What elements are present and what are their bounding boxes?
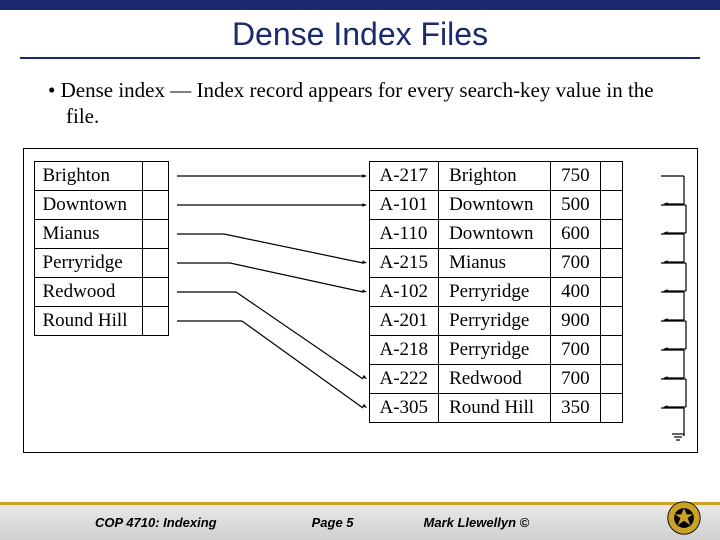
data-cell: A-102: [369, 277, 439, 306]
index-pointer-cell: [142, 219, 168, 248]
data-row: A-110Downtown600: [369, 219, 622, 248]
data-pointer-cell: [600, 393, 622, 422]
index-row: Perryridge: [34, 248, 168, 277]
index-row: Brighton: [34, 161, 168, 190]
data-cell: A-305: [369, 393, 439, 422]
data-cell: A-222: [369, 364, 439, 393]
data-cell: A-110: [369, 219, 439, 248]
data-cell: Mianus: [439, 248, 551, 277]
data-cell: Perryridge: [439, 306, 551, 335]
data-cell: 900: [551, 306, 601, 335]
index-key: Mianus: [34, 219, 142, 248]
data-cell: Perryridge: [439, 277, 551, 306]
data-pointer-cell: [600, 277, 622, 306]
data-cell: 700: [551, 335, 601, 364]
slide-title: Dense Index Files: [20, 16, 700, 59]
index-row: Round Hill: [34, 306, 168, 335]
data-pointer-cell: [600, 306, 622, 335]
index-pointer-cell: [142, 277, 168, 306]
index-row: Redwood: [34, 277, 168, 306]
data-cell: A-201: [369, 306, 439, 335]
data-pointer-cell: [600, 219, 622, 248]
index-pointer-cell: [142, 306, 168, 335]
data-row: A-217Brighton750: [369, 161, 622, 190]
data-cell: A-217: [369, 161, 439, 190]
index-pointer-cell: [142, 161, 168, 190]
index-pointer-cell: [142, 248, 168, 277]
footer-author: Mark Llewellyn ©: [424, 515, 530, 530]
data-row: A-218Perryridge700: [369, 335, 622, 364]
data-cell: A-101: [369, 190, 439, 219]
data-cell: Redwood: [439, 364, 551, 393]
data-cell: 750: [551, 161, 601, 190]
footer-course: COP 4710: Indexing: [95, 515, 217, 530]
index-key: Round Hill: [34, 306, 142, 335]
data-cell: Brighton: [439, 161, 551, 190]
data-cell: 600: [551, 219, 601, 248]
data-cell: A-215: [369, 248, 439, 277]
data-cell: A-218: [369, 335, 439, 364]
data-cell: Downtown: [439, 190, 551, 219]
data-cell: Perryridge: [439, 335, 551, 364]
data-cell: 500: [551, 190, 601, 219]
data-row: A-101Downtown500: [369, 190, 622, 219]
footer-page: Page 5: [312, 515, 354, 530]
data-row: A-215Mianus700: [369, 248, 622, 277]
index-key: Brighton: [34, 161, 142, 190]
data-cell: Round Hill: [439, 393, 551, 422]
index-table: BrightonDowntownMianusPerryridgeRedwoodR…: [34, 161, 169, 336]
bullet-text: Dense index — Index record appears for e…: [30, 77, 676, 130]
index-key: Perryridge: [34, 248, 142, 277]
index-row: Mianus: [34, 219, 168, 248]
data-row: A-222Redwood700: [369, 364, 622, 393]
index-key: Redwood: [34, 277, 142, 306]
data-pointer-cell: [600, 335, 622, 364]
logo-icon: [666, 500, 702, 536]
data-pointer-cell: [600, 248, 622, 277]
data-cell: 400: [551, 277, 601, 306]
data-row: A-305Round Hill350: [369, 393, 622, 422]
data-table: A-217Brighton750A-101Downtown500A-110Dow…: [369, 161, 623, 423]
data-pointer-cell: [600, 190, 622, 219]
footer-bar: COP 4710: Indexing Page 5 Mark Llewellyn…: [0, 502, 720, 540]
index-pointer-cell: [142, 190, 168, 219]
data-cell: Downtown: [439, 219, 551, 248]
data-row: A-102Perryridge400: [369, 277, 622, 306]
index-key: Downtown: [34, 190, 142, 219]
data-cell: 700: [551, 248, 601, 277]
diagram-frame: BrightonDowntownMianusPerryridgeRedwoodR…: [23, 148, 698, 453]
data-pointer-cell: [600, 364, 622, 393]
data-cell: 700: [551, 364, 601, 393]
data-cell: 350: [551, 393, 601, 422]
index-row: Downtown: [34, 190, 168, 219]
data-pointer-cell: [600, 161, 622, 190]
data-row: A-201Perryridge900: [369, 306, 622, 335]
